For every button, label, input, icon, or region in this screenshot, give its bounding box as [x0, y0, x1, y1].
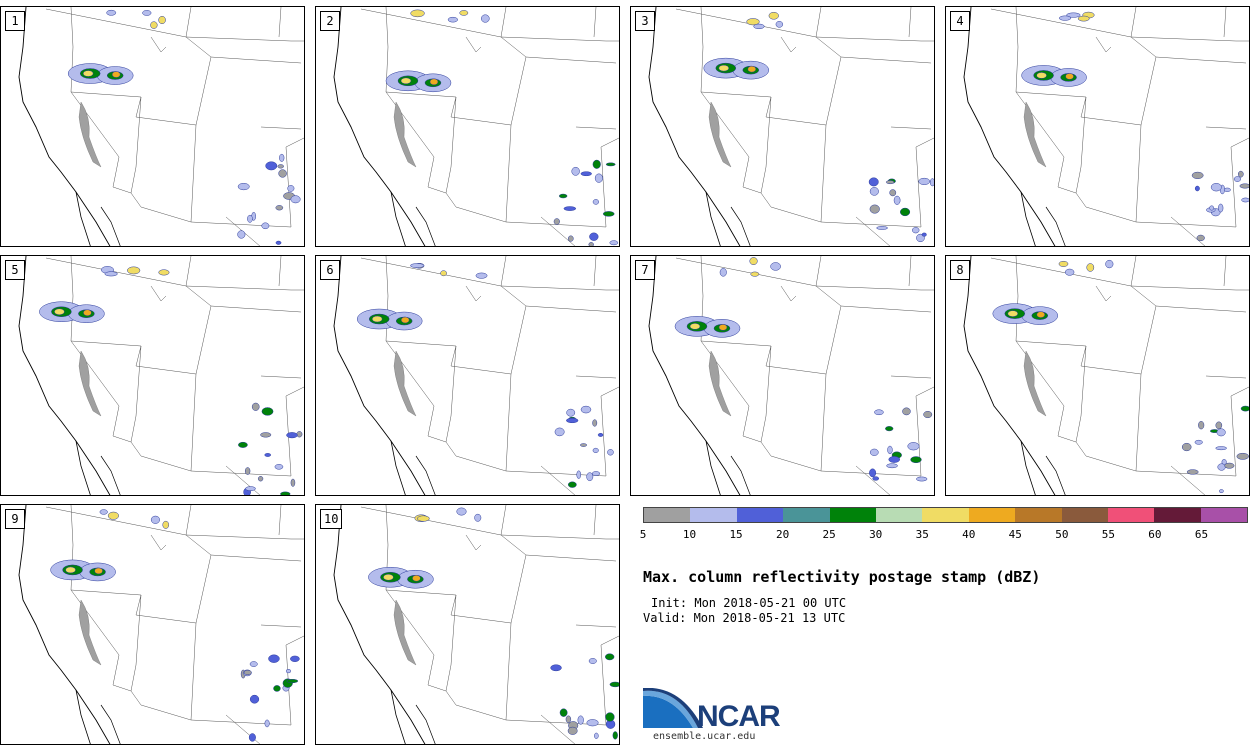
colorbar-tick: 15 — [729, 528, 743, 541]
colorbar-bin-8 — [1015, 508, 1062, 522]
reflectivity-map — [18, 505, 304, 744]
reflectivity-map — [18, 256, 304, 495]
colorbar-bin-9 — [1061, 508, 1108, 522]
colorbar-tick: 20 — [775, 528, 790, 541]
reflectivity-map — [18, 7, 304, 246]
colorbar-bin-1 — [690, 508, 737, 522]
reflectivity-map — [648, 7, 934, 246]
map-panel: 6 — [315, 255, 620, 496]
panel-label: 3 — [635, 11, 655, 31]
panel-label: 8 — [950, 260, 970, 280]
map-panel: 10 — [315, 504, 620, 745]
colorbar-bin-11 — [1154, 508, 1201, 522]
colorbar-tick: 30 — [869, 528, 883, 541]
map-panel: 7 — [630, 255, 935, 496]
colorbar-bin-5 — [875, 508, 923, 522]
colorbar-tick: 55 — [1101, 528, 1115, 541]
reflectivity-map — [333, 7, 619, 246]
reflectivity-map — [963, 7, 1249, 246]
panel-label: 2 — [320, 11, 340, 31]
chart-title: Max. column reflectivity postage stamp (… — [643, 568, 1041, 586]
colorbar — [643, 507, 1248, 523]
panel-label: 1 — [5, 11, 25, 31]
colorbar-tick: 40 — [962, 528, 976, 541]
colorbar-tick: 50 — [1055, 528, 1069, 541]
map-panel: 1 — [0, 6, 305, 247]
colorbar-bin-0 — [644, 508, 691, 522]
logo-url: ensemble.ucar.edu — [653, 731, 756, 742]
colorbar-bin-10 — [1107, 508, 1155, 522]
colorbar-bin-4 — [829, 508, 876, 522]
init-time: Init: Mon 2018-05-21 00 UTC — [651, 596, 847, 610]
colorbar-tick: 65 — [1194, 528, 1209, 541]
reflectivity-map — [333, 256, 619, 495]
map-panel: 3 — [630, 6, 935, 247]
panel-label: 9 — [5, 509, 25, 529]
panel-label: 4 — [950, 11, 970, 31]
colorbar-tick: 35 — [915, 528, 929, 541]
map-panel: 9 — [0, 504, 305, 745]
colorbar-bin-12 — [1200, 508, 1248, 522]
reflectivity-map — [963, 256, 1249, 495]
panel-label: 7 — [635, 260, 655, 280]
colorbar-bin-3 — [783, 508, 830, 522]
logo-text: NCAR — [697, 700, 781, 733]
panel-label: 5 — [5, 260, 25, 280]
colorbar-bin-2 — [736, 508, 784, 522]
colorbar-tick: 5 — [639, 528, 647, 541]
colorbar-tick: 45 — [1008, 528, 1022, 541]
ncar-logo-icon — [643, 688, 703, 728]
map-panel: 8 — [945, 255, 1250, 496]
colorbar-tick: 60 — [1148, 528, 1162, 541]
colorbar-tick: 10 — [682, 528, 697, 541]
map-panel: 2 — [315, 6, 620, 247]
valid-time: Valid: Mon 2018-05-21 13 UTC — [643, 611, 846, 625]
panel-label: 10 — [320, 509, 343, 529]
colorbar-tick: 25 — [822, 528, 836, 541]
panel-label: 6 — [320, 260, 340, 280]
reflectivity-map — [648, 256, 934, 495]
colorbar-bin-6 — [922, 508, 969, 522]
map-panel: 4 — [945, 6, 1250, 247]
colorbar-bin-7 — [968, 508, 1016, 522]
reflectivity-map — [333, 505, 619, 744]
map-panel: 5 — [0, 255, 305, 496]
